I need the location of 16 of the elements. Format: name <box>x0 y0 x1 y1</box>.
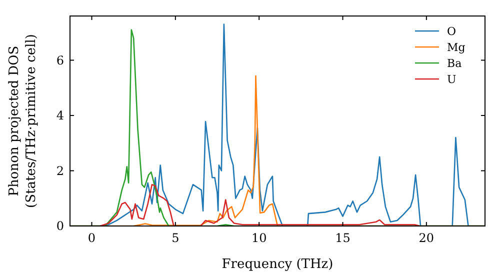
legend-label: U <box>447 72 456 86</box>
legend-label: O <box>447 24 456 38</box>
x-tick-label: 20 <box>418 231 434 245</box>
x-tick-label: 15 <box>335 231 350 245</box>
x-tick-label: 10 <box>251 231 267 245</box>
y-tick-label: 0 <box>56 219 64 234</box>
x-axis-title: Frequency (THz) <box>222 257 334 272</box>
y-tick-label: 4 <box>56 108 64 123</box>
y-tick-label: 6 <box>56 53 64 68</box>
legend-label: Ba <box>447 56 462 70</box>
line-series <box>99 184 420 226</box>
x-tick-label: 5 <box>172 231 180 245</box>
x-tick-label: 0 <box>88 231 96 245</box>
y-axis-title: Phonon projected DOS (States/THz·primitive cell) <box>7 34 39 208</box>
legend-label: Mg <box>447 40 466 54</box>
y-tick-label: 2 <box>56 164 64 178</box>
